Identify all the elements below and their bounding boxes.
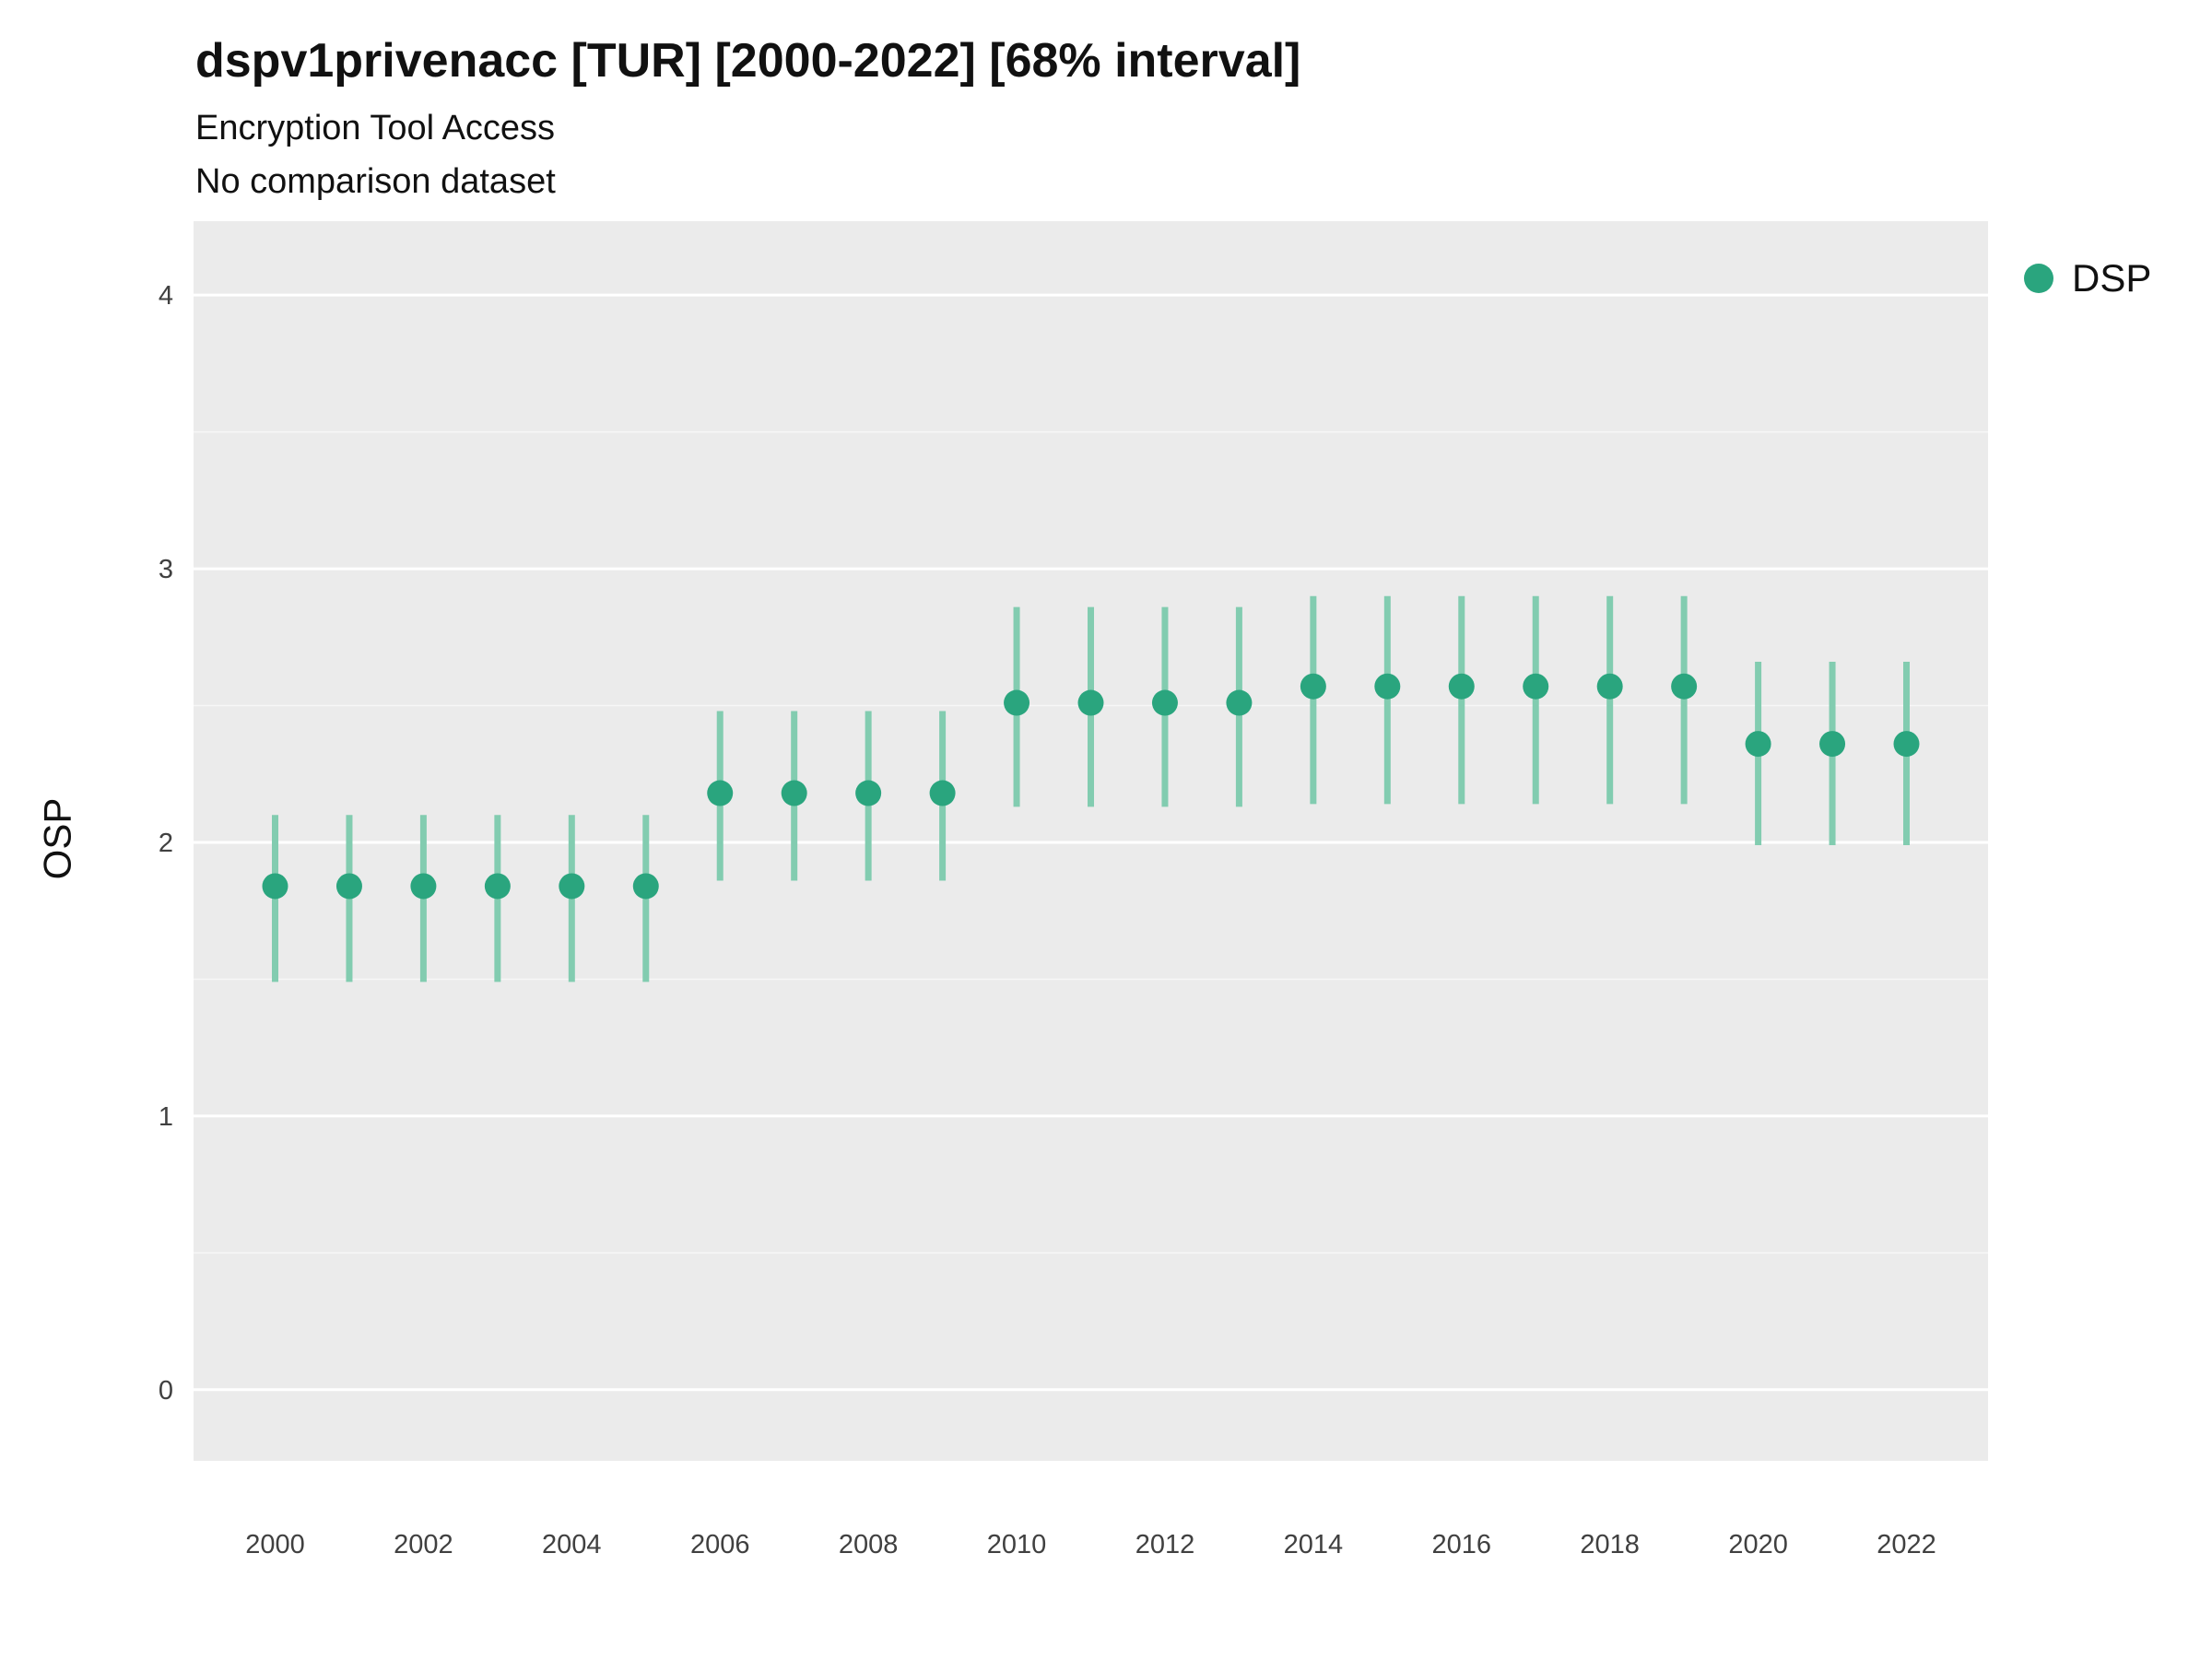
data-point-2002 (410, 873, 437, 900)
x-tick-label: 2010 (987, 1530, 1047, 1559)
legend-label-dsp: DSP (2072, 256, 2152, 300)
data-point-2015 (1374, 673, 1401, 700)
chart-title: dspv1privenacc [TUR] [2000-2022] [68% in… (195, 34, 1301, 88)
data-point-2006 (707, 780, 734, 806)
data-point-2020 (1745, 731, 1771, 758)
data-point-2009 (929, 780, 956, 806)
data-point-2018 (1596, 673, 1623, 700)
y-tick-label: 4 (159, 281, 173, 311)
x-tick-label: 2018 (1580, 1530, 1640, 1559)
data-point-2013 (1226, 689, 1253, 716)
data-point-2016 (1448, 673, 1475, 700)
data-point-2012 (1151, 689, 1178, 716)
data-point-2004 (559, 873, 585, 900)
x-tick-label: 2014 (1284, 1530, 1344, 1559)
data-point-2000 (262, 873, 288, 900)
data-point-2007 (781, 780, 807, 806)
data-point-2014 (1300, 673, 1326, 700)
x-tick-label: 2006 (690, 1530, 750, 1559)
data-point-2021 (1819, 731, 1846, 758)
data-point-2005 (632, 873, 659, 900)
x-tick-label: 2012 (1135, 1530, 1195, 1559)
data-point-2011 (1077, 689, 1104, 716)
x-tick-label: 2002 (394, 1530, 453, 1559)
y-tick-label: 2 (159, 829, 173, 858)
x-tick-label: 2000 (245, 1530, 305, 1559)
y-tick-label: 3 (159, 555, 173, 584)
legend: DSP (2024, 256, 2151, 300)
chart-note: No comparison dataset (195, 162, 556, 201)
data-point-2022 (1893, 731, 1920, 758)
data-point-2017 (1523, 673, 1549, 700)
x-tick-label: 2004 (542, 1530, 602, 1559)
x-tick-label: 2016 (1432, 1530, 1492, 1559)
chart-subtitle: Encryption Tool Access (195, 109, 556, 147)
legend-marker-dsp (2024, 264, 2053, 293)
y-tick-label: 1 (159, 1102, 173, 1132)
x-tick-label: 2008 (839, 1530, 899, 1559)
data-point-2008 (855, 780, 882, 806)
x-tick-label: 2020 (1728, 1530, 1788, 1559)
x-tick-label: 2022 (1877, 1530, 1936, 1559)
data-point-2019 (1671, 673, 1698, 700)
data-point-2010 (1004, 689, 1030, 716)
y-tick-label: 0 (159, 1376, 173, 1406)
data-point-2001 (335, 873, 362, 900)
data-point-2003 (484, 873, 511, 900)
